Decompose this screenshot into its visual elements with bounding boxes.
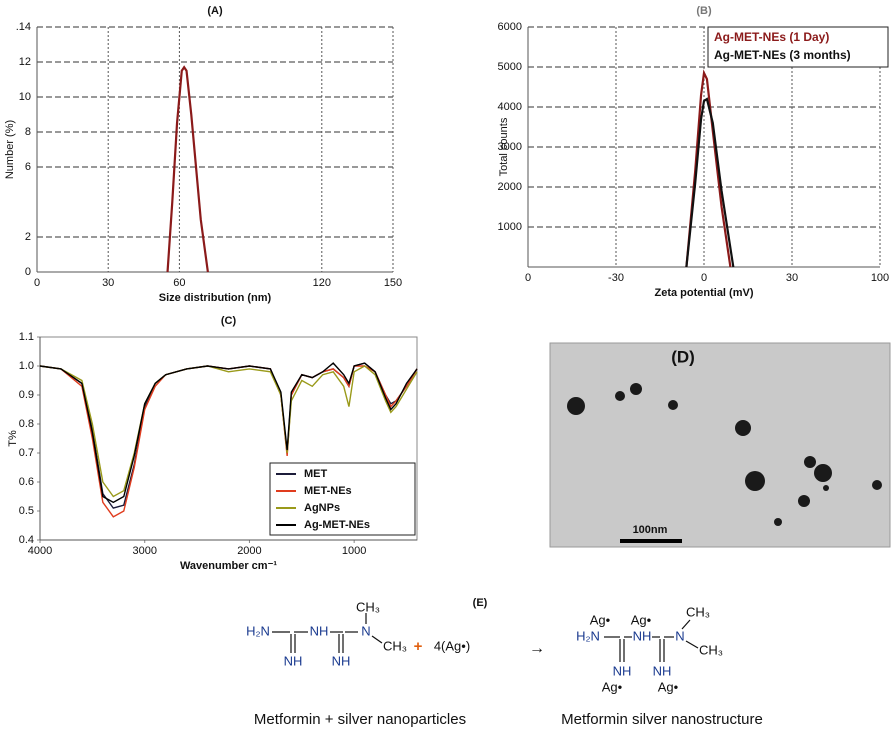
y-axis-label: Number (%) [4, 120, 16, 179]
y-tick-label: 6 [25, 161, 31, 173]
y-axis-label: Total counts [498, 117, 510, 176]
y-tick-label: 0.7 [19, 447, 34, 459]
x-tick-label: 150 [384, 277, 402, 289]
y-tick-label: 0.4 [19, 534, 34, 546]
x-tick-label: 2000 [237, 545, 261, 557]
y-tick-label: 0 [25, 266, 31, 278]
atom: N [361, 623, 370, 638]
atom: NH [284, 653, 303, 668]
x-axis-label: Wavenumber cm⁻¹ [180, 560, 277, 572]
y-axis-label: T% [7, 430, 19, 447]
y-tick-label: 0.6 [19, 476, 34, 488]
scale-bar [620, 539, 682, 543]
y-tick-label: 2 [25, 231, 31, 243]
x-tick-label: 0 [525, 272, 531, 284]
y-tick-label: 0.9 [19, 389, 34, 401]
atom: N [675, 628, 684, 643]
panel-label: (D) [671, 347, 695, 366]
arrow: → [529, 640, 545, 657]
chart-title: (A) [207, 5, 223, 17]
y-tick-label: 4000 [498, 101, 522, 113]
legend-label: Ag-MET-NEs [304, 519, 370, 531]
panel-label: (E) [473, 597, 488, 609]
y-tick-label: 2000 [498, 181, 522, 193]
atom: CH₃ [686, 604, 710, 619]
y-tick-label: 1.1 [19, 331, 34, 343]
atom: H₂N [246, 623, 270, 638]
x-tick-label: 4000 [28, 545, 52, 557]
atom: Ag• [590, 612, 611, 627]
y-tick-label: 8 [25, 126, 31, 138]
atom: CH₃ [383, 638, 407, 653]
plus: + [414, 638, 423, 655]
chart-title: (B) [696, 5, 712, 17]
atom: CH₃ [699, 642, 723, 657]
atom: Ag• [602, 679, 623, 694]
x-tick-label: 1000 [342, 545, 366, 557]
atom: H₂N [576, 628, 600, 643]
y-tick-label: 3000 [498, 141, 522, 153]
y-tick-label: 1.0 [19, 360, 34, 372]
y-tick-label: 10 [19, 91, 31, 103]
scale-bar-label: 100nm [633, 524, 668, 536]
series-line [685, 69, 732, 268]
nanoparticles [567, 383, 882, 526]
legend-label: Ag-MET-NEs (3 months) [714, 48, 851, 62]
series-line [39, 362, 418, 504]
x-axis-label: Size distribution (nm) [159, 292, 272, 304]
series-line [685, 97, 735, 268]
atom: CH₃ [356, 599, 380, 614]
chart-title: (C) [221, 315, 237, 327]
x-axis-label: Zeta potential (mV) [654, 287, 753, 299]
x-tick-label: 30 [786, 272, 798, 284]
atom: NH [332, 653, 351, 668]
y-tick-label: 12 [19, 56, 31, 68]
x-tick-label: 30 [102, 277, 114, 289]
y-tick-label: 6000 [498, 21, 522, 33]
y-tick-label: 1000 [498, 221, 522, 233]
x-tick-label: 3000 [132, 545, 156, 557]
atom: NH [613, 663, 632, 678]
legend-label: Ag-MET-NEs (1 Day) [714, 30, 829, 44]
x-tick-label: -30 [608, 272, 624, 284]
tem-image [549, 342, 891, 548]
y-tick-label: 5000 [498, 61, 522, 73]
series-line [166, 65, 209, 273]
legend-label: AgNPs [304, 502, 340, 514]
atom: NH [633, 628, 652, 643]
atom: Ag• [631, 612, 652, 627]
legend-label: MET [304, 468, 328, 480]
x-tick-label: 0 [701, 272, 707, 284]
x-tick-label: 60 [173, 277, 185, 289]
legend-label: MET-NEs [304, 485, 352, 497]
reagent: 4(Ag•) [434, 638, 470, 653]
atom: Ag• [658, 679, 679, 694]
x-tick-label: 120 [313, 277, 331, 289]
atom: NH [310, 623, 329, 638]
y-tick-label: 0.8 [19, 418, 34, 430]
legend-box [707, 26, 889, 68]
caption: Metformin + silver nanoparticles [254, 711, 466, 728]
y-tick-label: 0.5 [19, 505, 34, 517]
caption: Metformin silver nanostructure [561, 711, 763, 728]
y-tick-label: .14 [16, 21, 31, 33]
x-tick-label: 0 [34, 277, 40, 289]
x-tick-label: 100 [871, 272, 889, 284]
atom: NH [653, 663, 672, 678]
bonds [272, 613, 699, 662]
